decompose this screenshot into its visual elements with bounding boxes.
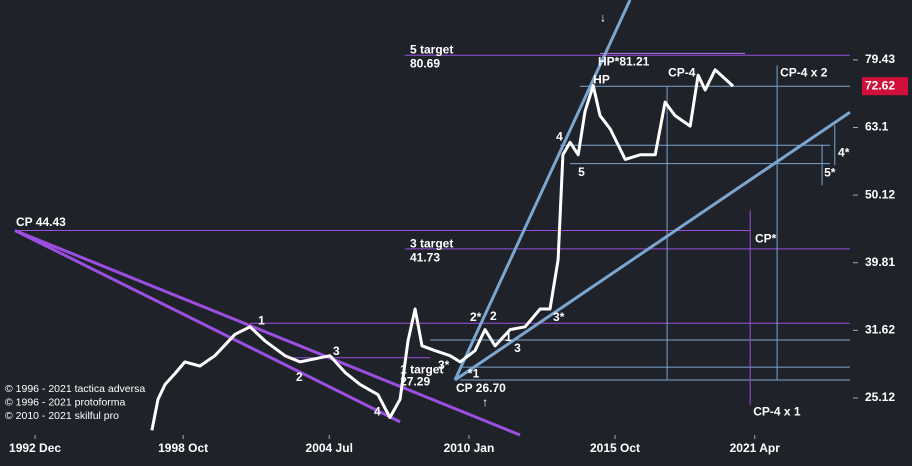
annotation: 27.29 <box>400 374 430 388</box>
y-tick-label: 31.62 <box>865 323 895 337</box>
annotation: 5 target <box>410 43 453 57</box>
trend-line <box>14 229 521 437</box>
trend-line <box>453 0 632 381</box>
trend-line <box>454 111 851 382</box>
annotation: 2 <box>296 370 303 384</box>
annotation: 2 <box>490 309 497 323</box>
annotation: CP-4 x 1 <box>753 405 801 419</box>
credit: © 1996 - 2021 protoforma <box>5 396 126 408</box>
y-tick-label: 63.1 <box>865 120 889 134</box>
annotation: CP-4 <box>668 65 696 79</box>
annotation: 4 <box>374 405 381 419</box>
annotation: 5 <box>578 165 585 179</box>
x-tick-label: 1998 Oct <box>158 441 208 455</box>
annotation: 2* <box>470 310 482 324</box>
x-tick-label: 2010 Jan <box>444 441 495 455</box>
annotation: 5* <box>824 165 836 179</box>
annotation: 3* <box>438 358 450 372</box>
last-value-box <box>862 77 908 96</box>
annotation: 3* <box>553 310 565 324</box>
annotation: CP-4 x 2 <box>780 65 828 79</box>
price-line <box>150 68 735 431</box>
y-tick-label: 25.12 <box>865 390 895 404</box>
x-tick-label: 2004 Jul <box>306 441 353 455</box>
annotation: 1 <box>505 330 512 344</box>
annotation: 1 <box>258 314 265 328</box>
annotation: 3 target <box>410 236 453 250</box>
annotation: 3 <box>514 341 521 355</box>
annotation: 3 <box>333 344 340 358</box>
annotation: 41.73 <box>410 251 440 265</box>
annotation: 1 target <box>400 362 443 376</box>
annotation: ↓ <box>600 11 606 25</box>
credit: © 2010 - 2021 skilful pro <box>5 410 119 422</box>
x-tick-label: 2021 Apr <box>730 441 781 455</box>
y-tick-label: 50.12 <box>865 187 895 201</box>
y-tick-label: 39.81 <box>865 255 895 269</box>
last-value-label: 72.62 <box>865 78 895 92</box>
annotation: HP <box>593 72 610 86</box>
annotation: 4* <box>838 145 850 159</box>
trend-line <box>14 229 401 424</box>
annotation: CP* <box>755 232 777 246</box>
credit: © 1996 - 2021 tactica adversa <box>5 383 145 395</box>
annotation: 4 <box>556 130 563 144</box>
annotation: ↑ <box>482 395 488 409</box>
annotation: 80.69 <box>410 57 440 71</box>
x-tick-label: 2015 Oct <box>590 441 640 455</box>
y-tick-label: 79.43 <box>865 52 895 66</box>
annotation: *1 <box>468 367 480 381</box>
annotation: CP 26.70 <box>456 381 506 395</box>
annotation: HP*81.21 <box>598 54 650 68</box>
annotation: CP 44.43 <box>16 215 66 229</box>
x-tick-label: 1992 Dec <box>9 441 61 455</box>
